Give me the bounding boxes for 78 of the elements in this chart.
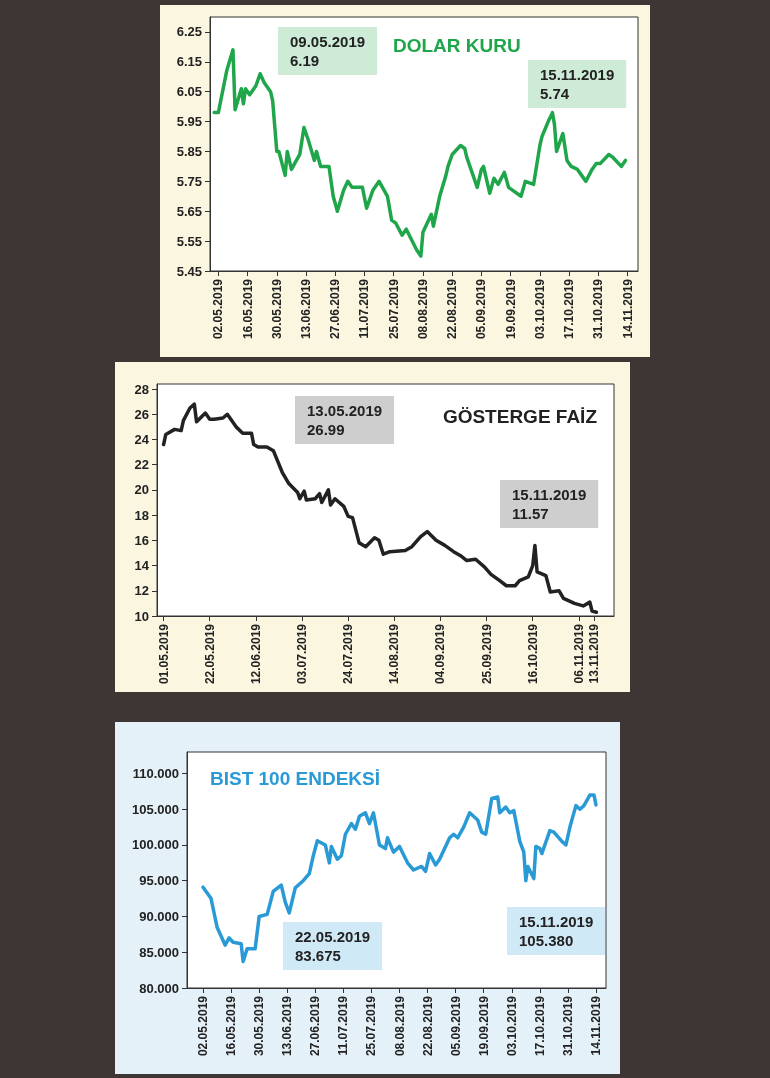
text: BIST 100 ENDEKSİ <box>210 768 380 789</box>
line-series <box>201 793 598 964</box>
y-tick-label: 20 <box>134 482 149 498</box>
x-tick-label: 31.10.2019 <box>591 278 606 340</box>
annotation: 22.05.2019 83.675 <box>295 928 371 964</box>
x-tick-label: 25.07.2019 <box>364 995 379 1057</box>
x-tick-label: 14.11.2019 <box>588 995 603 1056</box>
line-series <box>161 402 599 614</box>
x-tick-label: 13.06.2019 <box>280 995 295 1057</box>
y-tick-label: 10 <box>134 608 149 624</box>
x-tick-label: 30.05.2019 <box>269 278 284 340</box>
x-tick-label: 12.06.2019 <box>248 623 263 685</box>
y-tick-label: 12 <box>134 583 149 599</box>
x-tick-label: 06.11.2019 <box>571 623 586 684</box>
x-tick-label: 13.06.2019 <box>299 278 314 340</box>
y-tick-label: 100.000 <box>132 837 179 853</box>
y-tick-label: 5.95 <box>176 114 202 130</box>
y-tick-label: 26 <box>134 406 149 422</box>
annotation: 15.11.2019 5.74 <box>540 66 615 102</box>
x-tick-label: 14.11.2019 <box>620 278 635 339</box>
annotation: 15.11.2019 11.57 <box>512 486 587 522</box>
y-tick-label: 6.25 <box>176 24 202 40</box>
x-tick-label: 27.06.2019 <box>328 278 343 340</box>
x-tick-label: 16.10.2019 <box>525 623 540 685</box>
x-tick-label: 13.11.2019 <box>587 623 602 684</box>
x-tick-label: 16.05.2019 <box>224 995 239 1057</box>
y-tick-label: 28 <box>134 381 149 397</box>
x-tick-label: 11.07.2019 <box>357 278 372 339</box>
y-tick-label: 95.000 <box>139 873 179 889</box>
x-tick-label: 19.09.2019 <box>476 995 491 1057</box>
x-tick-label: 08.08.2019 <box>415 278 430 340</box>
y-tick-label: 5.65 <box>176 203 202 219</box>
y-tick-label: 5.75 <box>176 173 202 189</box>
x-tick-label: 17.10.2019 <box>562 278 577 340</box>
text: DOLAR KURU <box>393 35 521 56</box>
y-tick-label: 90.000 <box>139 908 179 924</box>
x-tick-label: 03.10.2019 <box>504 995 519 1057</box>
x-tick-label: 16.05.2019 <box>240 278 255 340</box>
x-tick-label: 03.10.2019 <box>532 278 547 340</box>
x-tick-label: 22.08.2019 <box>445 278 460 340</box>
x-tick-label: 08.08.2019 <box>392 995 407 1057</box>
x-tick-label: 14.08.2019 <box>387 623 402 685</box>
x-tick-label: 01.05.2019 <box>156 623 171 685</box>
x-tick-label: 04.09.2019 <box>433 623 448 685</box>
y-tick-label: 22 <box>134 457 149 473</box>
y-tick-label: 80.000 <box>139 980 179 996</box>
x-tick-label: 05.09.2019 <box>474 278 489 340</box>
y-tick-label: 110.000 <box>132 765 179 781</box>
x-tick-label: 17.10.2019 <box>532 995 547 1057</box>
y-tick-label: 6.15 <box>176 54 202 70</box>
y-tick-label: 5.85 <box>176 143 202 159</box>
x-tick-label: 27.06.2019 <box>308 995 323 1057</box>
text: GÖSTERGE FAİZ <box>442 406 598 427</box>
y-tick-label: 24 <box>134 431 150 447</box>
x-tick-label: 05.09.2019 <box>448 995 463 1057</box>
y-tick-label: 6.05 <box>176 84 202 100</box>
x-tick-label: 31.10.2019 <box>560 995 575 1057</box>
y-tick-label: 18 <box>134 507 149 523</box>
annotation: 15.11.2019 105.380 <box>519 913 594 949</box>
y-tick-label: 5.55 <box>176 233 202 249</box>
x-tick-label: 30.05.2019 <box>252 995 267 1057</box>
y-tick-label: 85.000 <box>139 944 179 960</box>
y-tick-label: 14 <box>134 558 150 574</box>
x-tick-label: 25.07.2019 <box>386 278 401 340</box>
x-tick-label: 22.08.2019 <box>420 995 435 1057</box>
x-tick-label: 19.09.2019 <box>503 278 518 340</box>
x-tick-label: 24.07.2019 <box>341 623 356 685</box>
y-tick-label: 5.45 <box>176 263 202 279</box>
y-tick-label: 105.000 <box>132 801 179 817</box>
annotation: 13.05.2019 26.99 <box>307 402 383 438</box>
x-tick-label: 02.05.2019 <box>211 278 226 340</box>
x-tick-label: 11.07.2019 <box>336 995 351 1056</box>
x-tick-label: 22.05.2019 <box>202 623 217 685</box>
x-tick-label: 25.09.2019 <box>479 623 494 685</box>
annotation: 09.05.2019 6.19 <box>290 33 366 69</box>
y-tick-label: 16 <box>134 532 149 548</box>
x-tick-label: 02.05.2019 <box>196 995 211 1057</box>
x-tick-label: 03.07.2019 <box>295 623 310 685</box>
